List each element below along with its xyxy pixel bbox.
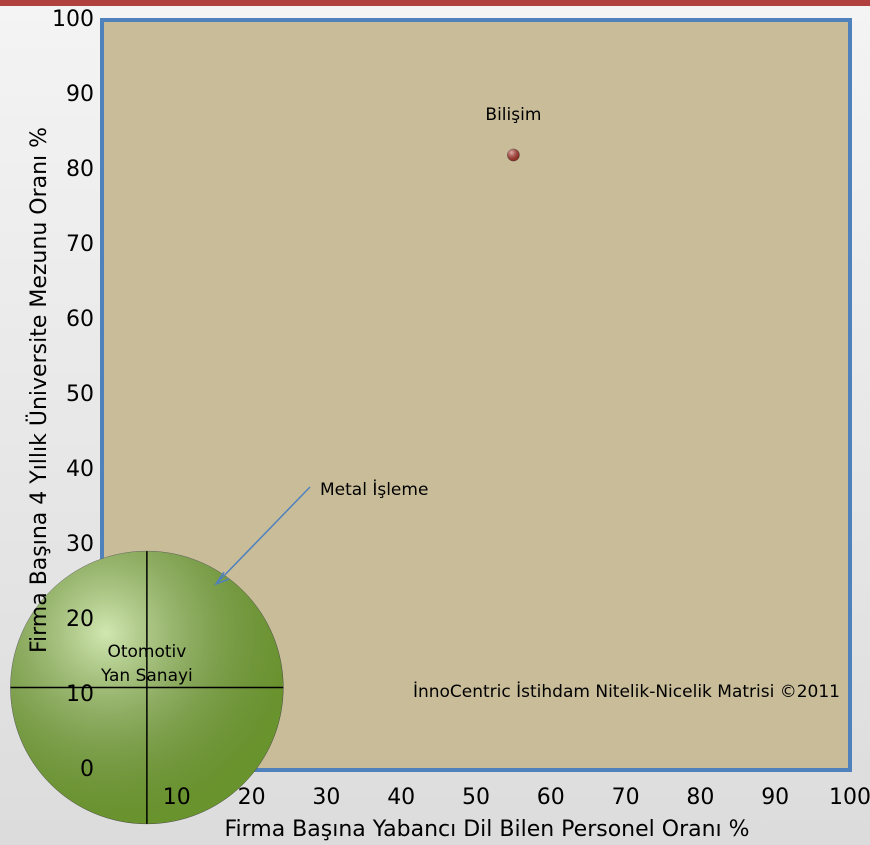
y-tick-label: 10 — [66, 682, 94, 707]
arrow-head — [214, 571, 230, 586]
y-tick-label: 80 — [66, 157, 94, 182]
bubble-label: Bilişim — [485, 105, 541, 125]
bubble-group — [507, 148, 520, 162]
y-axis-title: Firma Başına 4 Yıllık Üniversite Mezunu … — [26, 127, 52, 653]
x-tick-label: 10 — [163, 785, 191, 810]
x-tick-label: 70 — [612, 785, 640, 810]
bubble-group — [10, 550, 284, 825]
annotation-arrow — [215, 486, 311, 585]
y-tick-label: 30 — [66, 532, 94, 557]
y-tick-label: 20 — [66, 607, 94, 632]
x-tick-label: 50 — [462, 785, 490, 810]
x-tick-label: 90 — [761, 785, 789, 810]
x-axis-title: Firma Başına Yabancı Dil Bilen Personel … — [224, 817, 749, 842]
bubble-shine — [507, 148, 520, 162]
top-strip — [0, 0, 870, 6]
y-tick-label: 90 — [66, 82, 94, 107]
y-tick-label: 100 — [52, 7, 94, 32]
bubble-label: Metal İşleme — [320, 479, 428, 500]
x-tick-label: 60 — [537, 785, 565, 810]
y-tick-label: 70 — [66, 232, 94, 257]
y-tick-label: 50 — [66, 382, 94, 407]
x-tick-label: 40 — [387, 785, 415, 810]
bubble-label: Otomotiv Yan Sanayi — [100, 641, 193, 686]
annotation: İnnoCentric İstihdam Nitelik-Nicelik Mat… — [413, 681, 840, 702]
x-tick-label: 100 — [829, 785, 870, 810]
x-tick-label: 80 — [686, 785, 714, 810]
x-tick-label: 20 — [238, 785, 266, 810]
y-tick-label: 40 — [66, 457, 94, 482]
y-tick-label: 60 — [66, 307, 94, 332]
y-tick-label: 0 — [80, 757, 94, 782]
x-tick-label: 30 — [312, 785, 340, 810]
